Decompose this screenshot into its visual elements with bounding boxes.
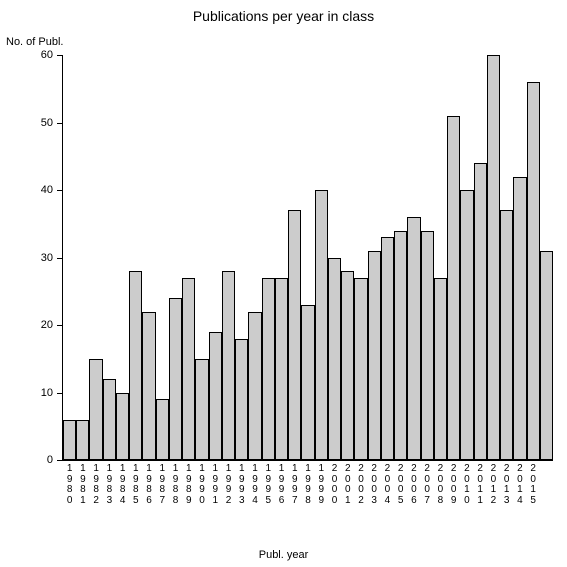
x-tick-label: 1984 bbox=[118, 464, 128, 506]
x-tick-label: 2003 bbox=[369, 464, 379, 506]
bar bbox=[354, 278, 367, 460]
x-tick-label: 1980 bbox=[65, 464, 75, 506]
plot-area: 0102030405060198019811982198319841985198… bbox=[62, 55, 553, 461]
bar bbox=[500, 210, 513, 460]
bar bbox=[63, 420, 76, 461]
y-tick bbox=[57, 123, 63, 124]
x-tick-label: 2002 bbox=[356, 464, 366, 506]
bar bbox=[76, 420, 89, 461]
bar bbox=[103, 379, 116, 460]
x-tick-label: 1995 bbox=[263, 464, 273, 506]
bar bbox=[447, 116, 460, 460]
bar bbox=[262, 278, 275, 460]
bar bbox=[394, 231, 407, 461]
x-tick-label: 1988 bbox=[171, 464, 181, 506]
x-tick-label: 2007 bbox=[422, 464, 432, 506]
x-tick-label: 2010 bbox=[462, 464, 472, 506]
bar bbox=[315, 190, 328, 460]
bar bbox=[89, 359, 102, 460]
x-tick-label: 1982 bbox=[91, 464, 101, 506]
bar bbox=[129, 271, 142, 460]
bar bbox=[341, 271, 354, 460]
x-tick-label: 1983 bbox=[104, 464, 114, 506]
x-tick-label: 1989 bbox=[184, 464, 194, 506]
y-tick-label: 60 bbox=[41, 49, 53, 61]
x-tick-label: 1990 bbox=[197, 464, 207, 506]
x-tick-label: 1991 bbox=[210, 464, 220, 506]
bar bbox=[142, 312, 155, 461]
bar bbox=[513, 177, 526, 461]
y-tick bbox=[57, 460, 63, 461]
x-tick-label: 2014 bbox=[515, 464, 525, 506]
bar bbox=[275, 278, 288, 460]
x-tick-label: 2008 bbox=[435, 464, 445, 506]
bar bbox=[288, 210, 301, 460]
bar bbox=[434, 278, 447, 460]
bar bbox=[527, 82, 540, 460]
y-tick bbox=[57, 258, 63, 259]
bar bbox=[381, 237, 394, 460]
bar bbox=[460, 190, 473, 460]
x-tick-label: 1996 bbox=[277, 464, 287, 506]
x-tick-label: 2004 bbox=[382, 464, 392, 506]
bar bbox=[248, 312, 261, 461]
bar bbox=[182, 278, 195, 460]
x-tick-label: 1999 bbox=[316, 464, 326, 506]
chart-container: Publications per year in class No. of Pu… bbox=[0, 0, 567, 567]
y-tick bbox=[57, 55, 63, 56]
bar bbox=[235, 339, 248, 461]
x-tick-label: 2000 bbox=[329, 464, 339, 506]
y-tick-label: 0 bbox=[47, 454, 53, 466]
bar bbox=[368, 251, 381, 460]
bar bbox=[169, 298, 182, 460]
bar bbox=[156, 399, 169, 460]
y-tick-label: 20 bbox=[41, 319, 53, 331]
y-tick bbox=[57, 393, 63, 394]
y-tick bbox=[57, 325, 63, 326]
x-tick-label: 2015 bbox=[528, 464, 538, 506]
x-tick-label: 2011 bbox=[475, 464, 485, 506]
bar bbox=[421, 231, 434, 461]
x-tick-label: 2006 bbox=[409, 464, 419, 506]
x-axis-label: Publ. year bbox=[0, 549, 567, 561]
bar bbox=[301, 305, 314, 460]
bar bbox=[222, 271, 235, 460]
y-tick-label: 10 bbox=[41, 387, 53, 399]
chart-title: Publications per year in class bbox=[0, 8, 567, 24]
x-tick-label: 2009 bbox=[449, 464, 459, 506]
x-tick-label: 1993 bbox=[237, 464, 247, 506]
x-tick-label: 2001 bbox=[343, 464, 353, 506]
x-tick-label: 1994 bbox=[250, 464, 260, 506]
y-axis-label: No. of Publ. bbox=[6, 36, 63, 48]
x-tick-label: 1986 bbox=[144, 464, 154, 506]
x-tick-label: 2005 bbox=[396, 464, 406, 506]
x-tick-label: 1997 bbox=[290, 464, 300, 506]
bar bbox=[407, 217, 420, 460]
x-tick-label: 1981 bbox=[78, 464, 88, 506]
y-tick bbox=[57, 190, 63, 191]
x-tick-label: 1985 bbox=[131, 464, 141, 506]
bar bbox=[328, 258, 341, 461]
x-tick-label: 2012 bbox=[488, 464, 498, 506]
bar bbox=[209, 332, 222, 460]
x-tick-label: 1987 bbox=[157, 464, 167, 506]
bar bbox=[487, 55, 500, 460]
bar bbox=[540, 251, 553, 460]
y-tick-label: 30 bbox=[41, 252, 53, 264]
y-tick-label: 50 bbox=[41, 117, 53, 129]
bar bbox=[195, 359, 208, 460]
x-tick-label: 1992 bbox=[224, 464, 234, 506]
bar bbox=[474, 163, 487, 460]
y-tick-label: 40 bbox=[41, 184, 53, 196]
x-tick-label: 2013 bbox=[502, 464, 512, 506]
bar bbox=[116, 393, 129, 461]
x-tick-label: 1998 bbox=[303, 464, 313, 506]
